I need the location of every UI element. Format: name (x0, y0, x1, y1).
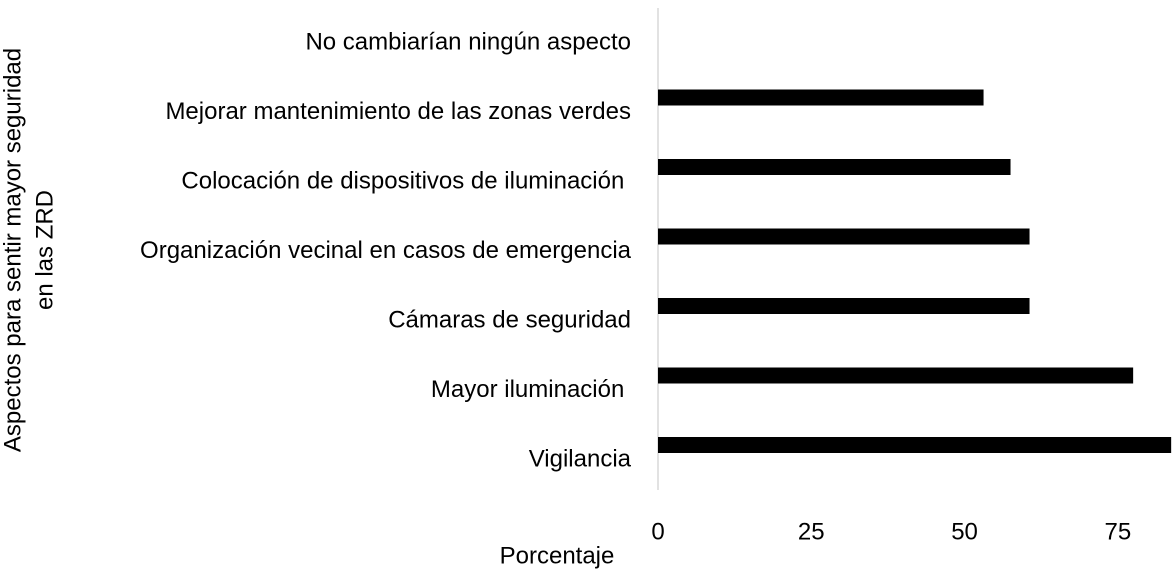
bar (658, 437, 1172, 453)
bar (658, 228, 1030, 245)
x-tick-label: 50 (951, 518, 978, 545)
bar (658, 159, 1011, 175)
y-tick-label: Colocación de dispositivos de iluminació… (181, 167, 631, 194)
bar (658, 367, 1134, 384)
x-tick-label: 0 (651, 518, 664, 545)
x-axis-title: Porcentaje (500, 542, 615, 569)
y-tick-label: Mayor iluminación (431, 376, 631, 403)
y-tick-label: Cámaras de seguridad (388, 306, 631, 333)
bar (658, 298, 1030, 314)
y-tick-label: Organización vecinal en casos de emergen… (140, 237, 632, 264)
y-axis-title-line: Aspectos para sentir mayor seguridad (0, 48, 26, 452)
y-tick-label: Vigilancia (529, 445, 632, 472)
y-axis-title: Aspectos para sentir mayor seguridad en … (0, 48, 58, 452)
y-tick-label: No cambiarían ningún aspecto (305, 28, 631, 55)
x-tick-label: 25 (798, 518, 825, 545)
y-axis-title-line: en las ZRD (31, 190, 58, 310)
y-tick-label: Mejorar mantenimiento de las zonas verde… (165, 98, 631, 125)
bar (658, 89, 984, 106)
x-tick-label: 75 (1104, 518, 1131, 545)
